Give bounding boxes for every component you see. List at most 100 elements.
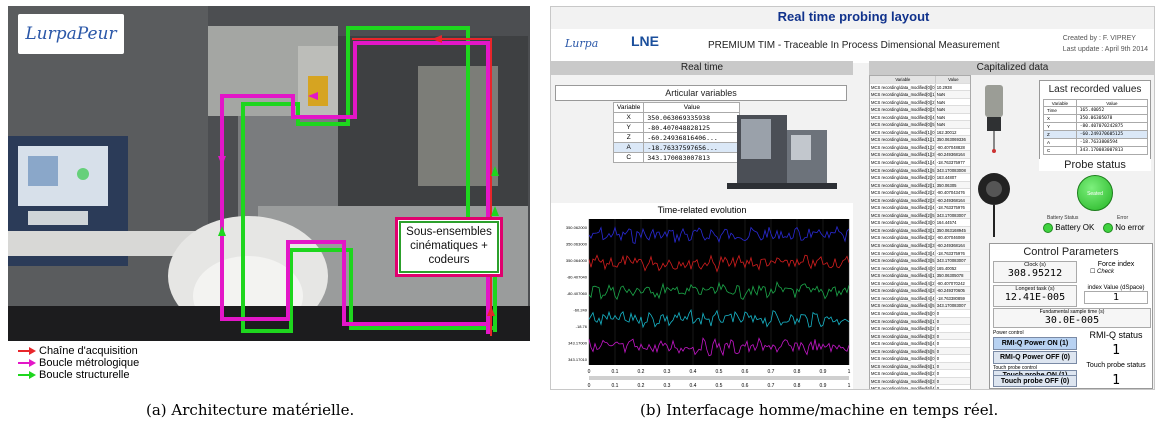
table-row: MCS recording/data_modified[6][0] 0 xyxy=(870,355,970,363)
subassembly-callout: Sous-ensembles cinématiques + codeurs xyxy=(395,217,503,277)
index-value-field: index Value (dSpace) 1 xyxy=(1080,285,1152,307)
table-row: MCS recording/data_modified[4][5] 343.170… xyxy=(870,302,970,310)
table-row: MCS recording/data_modified[0][4] NaN xyxy=(870,113,970,122)
table-row: C 343.170083007813 xyxy=(612,152,741,163)
legend-item-acquisition: Chaîne d'acquisition xyxy=(18,345,139,357)
table-row: MCS recording/data_modified[5][1] 0 xyxy=(870,317,970,326)
table-row: MCS recording/data_modified[5][2] 0 xyxy=(870,325,970,333)
ui-header: Lurpa LNE PREMIUM TIM - Traceable In Pro… xyxy=(551,29,1154,63)
control-parameters-panel: Control Parameters Clock (s) 308.95212 F… xyxy=(989,243,1153,389)
battery-status: Battery OK xyxy=(1043,223,1094,233)
table-row: MCS recording/data_modified[6][4] 0 xyxy=(870,385,970,389)
table-row: MCS recording/data_modified[1][5] 343.170… xyxy=(870,166,970,175)
table-row: MCS recording/data_modified[6][3] 0 xyxy=(870,377,970,386)
section-realtime: Real time xyxy=(551,61,853,75)
check-toggle[interactable]: ☐ Check xyxy=(1090,269,1115,275)
seated-indicator: Seated xyxy=(1077,175,1113,211)
caption-a: (a) Architecture matérielle. xyxy=(146,401,355,419)
table-row: Y -80.407048828125 xyxy=(612,122,741,133)
table-row: MCS recording/data_modified[6][1] 0 xyxy=(870,362,970,371)
machine-illustration xyxy=(8,6,530,341)
x-tick-label: 0.2 xyxy=(638,369,645,375)
y-tick-label: -80.407060 xyxy=(567,291,588,296)
x-tick-label: 0.4 xyxy=(690,369,697,375)
index-value-input[interactable]: 1 xyxy=(1084,291,1148,304)
x-tick-label: 0.3 xyxy=(664,369,671,375)
last-values-table: Variable Value Time 165.40052 X 350.0630507… xyxy=(1043,99,1149,155)
x-tick-label: 0.3 xyxy=(664,383,671,389)
x-tick-label: 0.2 xyxy=(638,383,645,389)
rmi-power-off-button[interactable]: RMI-Q Power OFF (0) xyxy=(993,351,1077,364)
probe-status-panel: Probe status Seated Battery Status Error… xyxy=(1039,159,1151,239)
chart-scrollbar[interactable] xyxy=(589,376,849,380)
table-row: MCS recording/data_modified[0][1] NaN xyxy=(870,91,970,99)
longest-task-field: Longest task (s) 12.41E-005 xyxy=(993,285,1077,307)
lne-logo: LNE xyxy=(631,33,659,49)
rmi-power-on-button[interactable]: RMI-Q Power ON (1) xyxy=(993,337,1077,350)
callout-line: codeurs xyxy=(428,254,470,266)
last-recorded-panel: Last recorded values Variable Value Time 1… xyxy=(1039,80,1151,172)
table-row: Y -80.407070242875 xyxy=(1043,122,1149,131)
table-row: MCS recording/data_modified[3][1] 350.063… xyxy=(870,226,970,235)
table-row: MCS recording/data_modified[2][2] -80.407… xyxy=(870,189,970,197)
articular-title-bar: Articular variables xyxy=(555,85,847,101)
table-row: MCS recording/data_modified[3][4] -18.763… xyxy=(870,249,970,258)
y-tick-label: -80.407040 xyxy=(567,275,588,280)
callout-line: Sous-ensembles xyxy=(406,226,492,238)
table-row: MCS recording/data_modified[4][0] 165.400… xyxy=(870,264,970,273)
signal-line xyxy=(588,225,850,245)
caption-b: (b) Interfacage homme/machine en temps r… xyxy=(640,401,999,419)
table-row: MCS recording/data_modified[0][3] NaN xyxy=(870,106,970,114)
table-row: Time 165.40052 xyxy=(1043,106,1149,115)
table-row: MCS recording/data_modified[5][3] 0 xyxy=(870,332,970,341)
loop-legend: Chaîne d'acquisition Boucle métrologique… xyxy=(18,345,139,381)
x-tick-label: 0.9 xyxy=(820,369,827,375)
probe-image xyxy=(985,85,1003,153)
table-row: Z -60.249370605125 xyxy=(1043,130,1149,139)
rmi-status-value: 1 xyxy=(1112,343,1120,358)
x-tick-label: 0.1 xyxy=(612,369,619,375)
table-row: MCS recording/data_modified[4][4] -18.763… xyxy=(870,294,970,303)
table-row: C 343.170083007813 xyxy=(1043,146,1149,155)
table-row: MCS recording/data_modified[2][5] 343.170… xyxy=(870,211,970,220)
ui-title: Real time probing layout xyxy=(777,9,930,24)
signal-line xyxy=(588,308,850,329)
force-index-field: Force index ☐ Check xyxy=(1080,261,1152,283)
y-tick-label: -18.76 xyxy=(576,324,588,329)
x-tick-label: 0.4 xyxy=(690,383,697,389)
callout-line: cinématiques + xyxy=(410,240,488,252)
table-row: MCS recording/data_modified[4][2] -80.407… xyxy=(870,279,970,288)
table-row: MCS recording/data_modified[5][5] 0 xyxy=(870,347,970,356)
battery-led-icon xyxy=(1043,223,1053,233)
touch-probe-off-button[interactable]: Touch probe OFF (0) xyxy=(993,375,1077,387)
table-row: MCS recording/data_modified[3][2] -80.407… xyxy=(870,234,970,243)
arrow-magenta-icon xyxy=(18,359,36,367)
x-tick-label: 0.7 xyxy=(768,369,775,375)
table-row: MCS recording/data_modified[2][0] 163.448… xyxy=(870,174,970,182)
arrow-red-icon xyxy=(18,347,36,355)
ui-subtitle: PREMIUM TIM - Traceable In Process Dimen… xyxy=(708,40,1000,51)
table-row: MCS recording/data_modified[1][2] -80.407… xyxy=(870,143,970,152)
machine-photo: Lurpa Peur Sous-ensembles cinématiques + … xyxy=(8,6,530,341)
touch-status-value: 1 xyxy=(1112,373,1120,388)
x-tick-label: 0.5 xyxy=(716,369,723,375)
table-row: MCS recording/data_modified[3][0] 164.445… xyxy=(870,219,970,227)
probing-interface: Real time probing layout Lurpa LNE PREMI… xyxy=(550,6,1155,390)
x-tick-label: 0 xyxy=(588,383,591,389)
x-tick-label: 0.6 xyxy=(742,369,749,375)
y-tick-label: 343.17000 xyxy=(568,341,588,346)
x-tick-label: 0 xyxy=(588,369,591,375)
time-evolution-chart: 0 0 0.1 0.1 0.2 0.2 0.3 0.3 0.4 0.4 0.5 0.5 0.6 0.6 0.… xyxy=(566,219,851,389)
table-row: MCS recording/data_modified[1][3] -60.249… xyxy=(870,151,970,160)
y-tick-label: -60.249 xyxy=(573,308,587,313)
table-row: MCS recording/data_modified[1][0] 162.300… xyxy=(870,128,970,137)
table-row: MCS recording/data_modified[5][0] 0 xyxy=(870,309,970,318)
lurpa-logo-small: Lurpa xyxy=(565,37,599,50)
y-tick-label: 350.064000 xyxy=(566,258,588,263)
y-tick-label: 350.062000 xyxy=(566,225,588,230)
table-row: MCS recording/data_modified[1][1] 350.063… xyxy=(870,136,970,144)
table-row: MCS recording/data_modified[1][4] -18.763… xyxy=(870,159,970,167)
table-row: MCS recording/data_modified[3][5] 343.170… xyxy=(870,257,970,265)
error-led-icon xyxy=(1103,223,1113,233)
capitalized-data-table: Variable Value MCS recording/data_modifi… xyxy=(869,75,971,389)
